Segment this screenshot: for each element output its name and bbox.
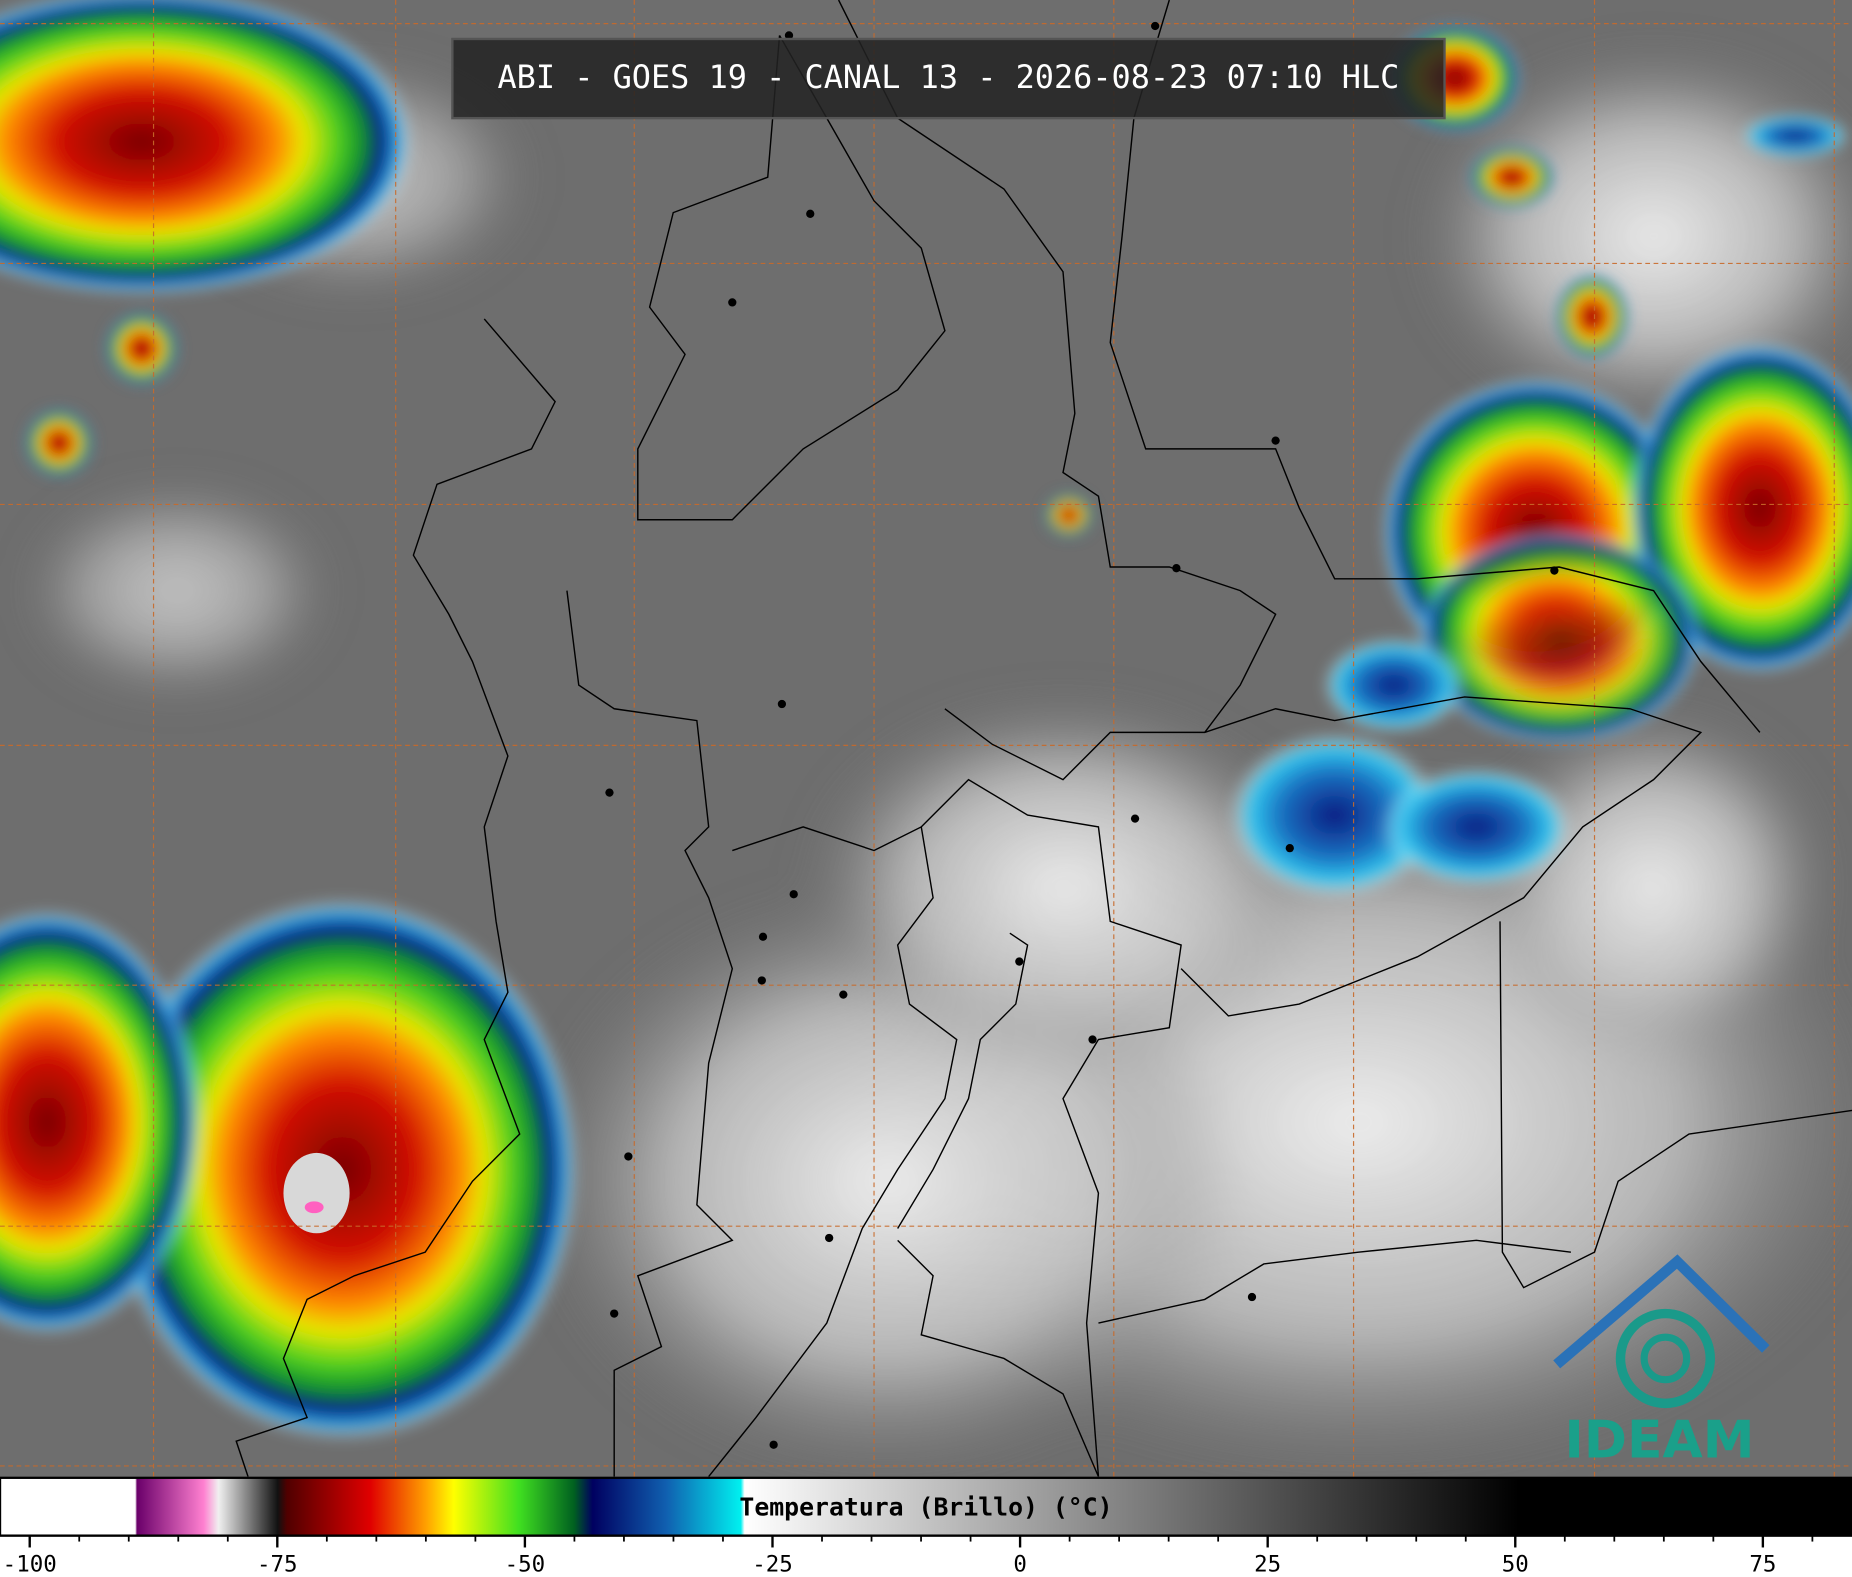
logo-text: IDEAM bbox=[1565, 1411, 1755, 1471]
tick-label: -25 bbox=[752, 1552, 793, 1577]
tick-label: 25 bbox=[1254, 1552, 1281, 1577]
colorbar-label: Temperatura (Brillo) (°C) bbox=[739, 1492, 1112, 1521]
title-box: ABI - GOES 19 - CANAL 13 - 2026-08-23 07… bbox=[451, 37, 1446, 120]
tick-label: 75 bbox=[1749, 1552, 1776, 1577]
city-markers bbox=[605, 21, 1559, 1449]
title: ABI - GOES 19 - CANAL 13 - 2026-08-23 07… bbox=[497, 58, 1399, 96]
tick-label: -50 bbox=[505, 1552, 546, 1577]
tick-label: -100 bbox=[3, 1552, 57, 1577]
tick-label: 0 bbox=[1013, 1552, 1027, 1577]
logo: IDEAM bbox=[1553, 1254, 1770, 1471]
boundaries bbox=[235, 0, 1852, 1478]
satellite-image bbox=[0, 0, 1852, 1477]
graticule bbox=[0, 0, 1852, 1477]
colorbar: Temperatura (Brillo) (°C) -100 -75 -50 -25 0… bbox=[0, 1476, 1852, 1577]
tick-label: 50 bbox=[1502, 1552, 1529, 1577]
tick-label: -75 bbox=[257, 1552, 298, 1577]
